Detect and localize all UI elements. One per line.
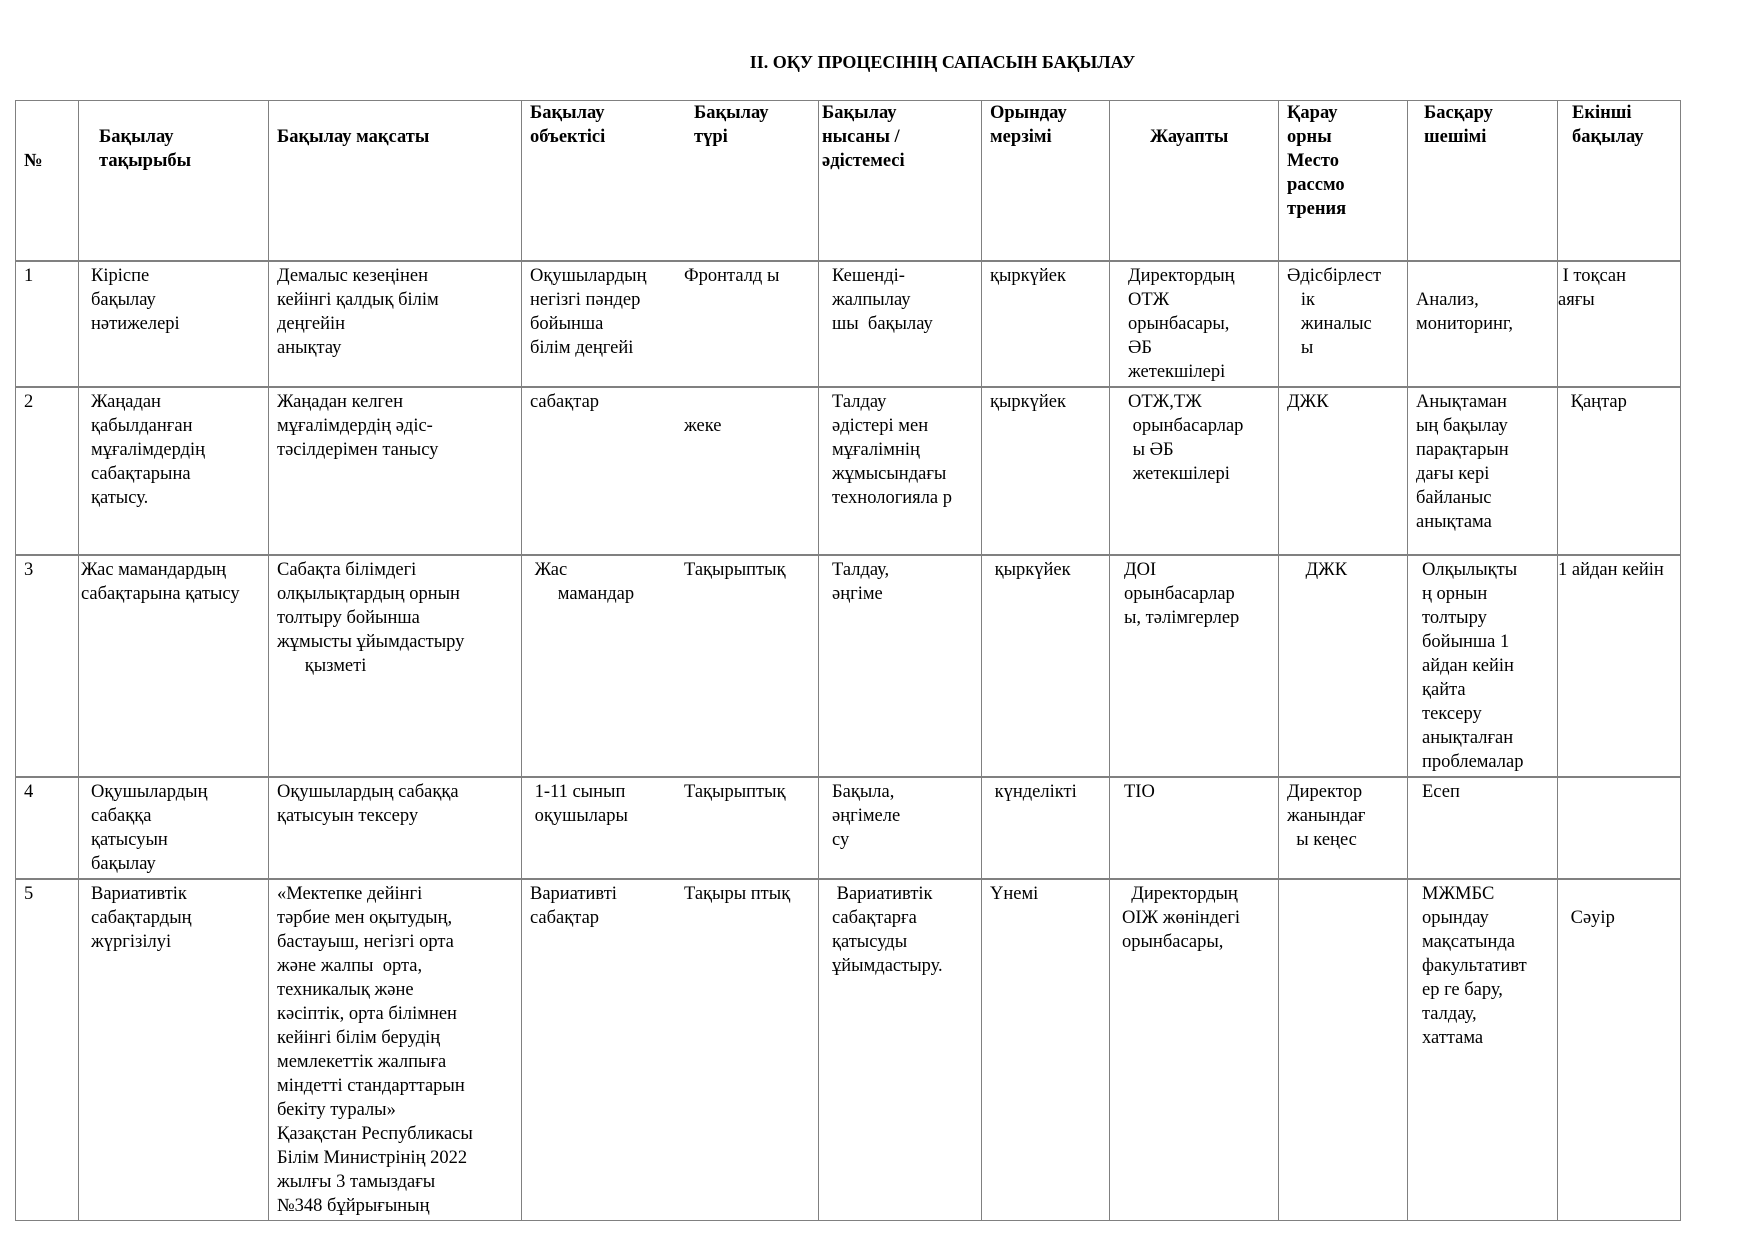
cell-review-place: Директор жанындағ ы кеңес: [1278, 776, 1408, 879]
cell-object: Жас мамандар: [521, 554, 676, 777]
header-second-control: Екінші бақылау: [1557, 100, 1681, 261]
cell-form: Бақыла, әңгімеле су: [818, 776, 982, 879]
cell-decision: Есеп: [1407, 776, 1558, 879]
cell-form: Талдау, әңгіме: [818, 554, 982, 777]
cell-form: Кешенді- жалпылау шы бақылау: [818, 260, 982, 387]
cell-decision: Анықтаман ың бақылау парақтарын дағы кер…: [1407, 386, 1558, 555]
header-number: №: [15, 100, 79, 261]
cell-type: Тақыры птық: [675, 878, 819, 1221]
cell-object: 1-11 сынып оқушылары: [521, 776, 676, 879]
cell-goal: Сабақта білімдегі олқылықтардың орнын то…: [268, 554, 522, 777]
page-title: II. ОҚУ ПРОЦЕСІНІҢ САПАСЫН БАҚЫЛАУ: [749, 52, 1136, 72]
cell-form: Талдау әдістері мен мұғалімнің жұмысында…: [818, 386, 982, 555]
table-row: 4 Оқушылардың сабаққа қатысуын бақылау О…: [15, 776, 1681, 879]
header-responsible: Жауапты: [1109, 100, 1279, 261]
cell-second-control: Сәуір: [1557, 878, 1681, 1221]
header-decision: Басқару шешімі: [1407, 100, 1558, 261]
cell-topic: Жаңадан қабылданған мұғалімдердің сабақт…: [78, 386, 269, 555]
cell-deadline: қыркүйек: [981, 554, 1110, 777]
cell-type: жеке: [675, 386, 819, 555]
cell-object: сабақтар: [521, 386, 676, 555]
cell-deadline: қыркүйек: [981, 386, 1110, 555]
header-type: Бақылау түрі: [675, 100, 819, 261]
cell-responsible: ТІО: [1109, 776, 1279, 879]
header-deadline: Орындау мерзімі: [981, 100, 1110, 261]
cell-review-place: ДЖК: [1278, 386, 1408, 555]
cell-responsible: ДОІ орынбасарлар ы, тәлімгерлер: [1109, 554, 1279, 777]
cell-type: Тақырыптық: [675, 554, 819, 777]
cell-number: 4: [15, 776, 79, 879]
cell-review-place: Әдісбірлест ік жиналыс ы: [1278, 260, 1408, 387]
cell-goal: Оқушылардың сабаққа қатысуын тексеру: [268, 776, 522, 879]
cell-number: 2: [15, 386, 79, 555]
cell-deadline: күнделікті: [981, 776, 1110, 879]
cell-goal: Жаңадан келген мұғалімдердің әдіс- тәсіл…: [268, 386, 522, 555]
header-form: Бақылау нысаны / әдістемесі: [818, 100, 982, 261]
header-object: Бақылау объектісі: [521, 100, 676, 261]
table-row: 3 Жас мамандардың сабақтарына қатысу Саб…: [15, 554, 1681, 777]
cell-responsible: ОТЖ,ТЖ орынбасарлар ы ӘБ жетекшілері: [1109, 386, 1279, 555]
cell-number: 1: [15, 260, 79, 387]
cell-topic: Вариативтік сабақтардың жүргізілуі: [78, 878, 269, 1221]
cell-responsible: Директордың ОТЖ орынбасары, ӘБ жетекшіле…: [1109, 260, 1279, 387]
table-row: 5 Вариативтік сабақтардың жүргізілуі «Ме…: [15, 878, 1681, 1221]
cell-object: Вариативті сабақтар: [521, 878, 676, 1221]
cell-second-control: [1557, 776, 1681, 879]
cell-goal: Демалыс кезеңінен кейінгі қалдық білім д…: [268, 260, 522, 387]
cell-responsible: Директордың ОІЖ жөніндегі орынбасары,: [1109, 878, 1279, 1221]
control-plan-table: № Бақылау тақырыбы Бақылау мақсаты Бақыл…: [15, 100, 1681, 1221]
cell-review-place: [1278, 878, 1408, 1221]
header-topic: Бақылау тақырыбы: [78, 100, 269, 261]
table-row: 2 Жаңадан қабылданған мұғалімдердің саба…: [15, 386, 1681, 555]
cell-number: 5: [15, 878, 79, 1221]
cell-deadline: Үнемі: [981, 878, 1110, 1221]
header-goal: Бақылау мақсаты: [268, 100, 522, 261]
cell-deadline: қыркүйек: [981, 260, 1110, 387]
cell-number: 3: [15, 554, 79, 777]
cell-topic: Кіріспе бақылау нәтижелері: [78, 260, 269, 387]
cell-decision: МЖМБС орындау мақсатында факультативт ер…: [1407, 878, 1558, 1221]
cell-goal: «Мектепке дейінгі тәрбие мен оқытудың, б…: [268, 878, 522, 1221]
cell-decision: Анализ, мониторинг,: [1407, 260, 1558, 387]
cell-form: Вариативтік сабақтарға қатысуды ұйымдаст…: [818, 878, 982, 1221]
cell-second-control: Қаңтар: [1557, 386, 1681, 555]
cell-type: Фронталд ы: [675, 260, 819, 387]
cell-object: Оқушылардың негізгі пәндер бойынша білім…: [521, 260, 676, 387]
cell-decision: Олқылықты ң орнын толтыру бойынша 1 айда…: [1407, 554, 1558, 777]
header-row: № Бақылау тақырыбы Бақылау мақсаты Бақыл…: [15, 100, 1681, 261]
header-review-place: Қарау орны Место рассмо трения: [1278, 100, 1408, 261]
cell-topic: Жас мамандардың сабақтарына қатысу: [78, 554, 269, 777]
cell-type: Тақырыптық: [675, 776, 819, 879]
cell-topic: Оқушылардың сабаққа қатысуын бақылау: [78, 776, 269, 879]
table-row: 1 Кіріспе бақылау нәтижелері Демалыс кез…: [15, 260, 1681, 387]
cell-second-control: I тоқсан аяғы: [1557, 260, 1681, 387]
cell-second-control: 1 айдан кейін: [1557, 554, 1681, 777]
cell-review-place: ДЖК: [1278, 554, 1408, 777]
